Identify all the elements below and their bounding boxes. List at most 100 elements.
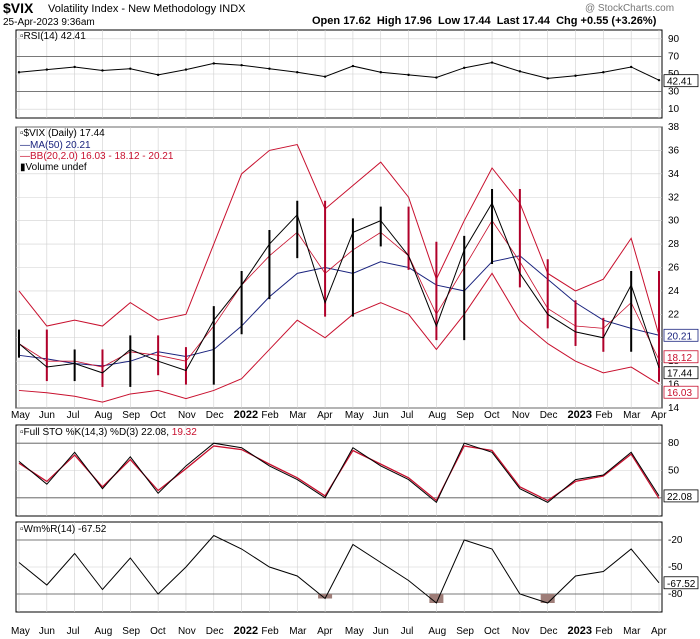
x-tick-label-bottom: Dec xyxy=(206,626,224,637)
rsi-point xyxy=(17,71,21,74)
wmr-oversold-fill xyxy=(318,594,333,599)
x-tick-label-bottom: Apr xyxy=(651,626,667,637)
rsi-y-tick: 10 xyxy=(668,104,680,115)
x-tick-label-bottom: Jun xyxy=(39,626,55,637)
volume-legend: ▮Volume undef xyxy=(20,162,87,173)
bb-mid-tag: 18.12 xyxy=(667,353,692,364)
rsi-legend: ▫RSI(14) 42.41 xyxy=(20,31,86,42)
wmr-line xyxy=(18,534,660,604)
wmr-y-tick: -80 xyxy=(668,589,683,600)
rsi-point xyxy=(129,67,132,70)
rsi-last-tag: 42.41 xyxy=(667,77,692,88)
wmr-legend: ▫Wm%R(14) -67.52 xyxy=(20,524,107,535)
rsi-point xyxy=(184,68,188,71)
rsi-point xyxy=(296,71,299,74)
wmr-last-tag-box xyxy=(663,576,699,590)
x-tick-label-bottom: Oct xyxy=(484,626,500,637)
rsi-point xyxy=(101,69,104,72)
x-tick-label: Feb xyxy=(595,410,613,421)
x-tick-label: Dec xyxy=(540,410,558,421)
wmr-y-tick: -20 xyxy=(668,535,683,546)
rsi-y-tick: 70 xyxy=(668,51,680,62)
rsi-point xyxy=(518,70,522,73)
x-tick-label-bottom: Mar xyxy=(289,626,307,637)
rsi-last-tag-box xyxy=(663,74,699,88)
price-y-tick: 34 xyxy=(668,169,680,180)
rsi-point xyxy=(379,71,382,74)
x-tick-label: Feb xyxy=(261,410,279,421)
sto-last-tag: 22.08 xyxy=(667,492,692,503)
x-tick-label: Oct xyxy=(484,410,500,421)
last-price-tag: 17.44 xyxy=(667,369,692,380)
price-y-tick: 38 xyxy=(668,122,680,133)
x-tick-label-bottom: Sep xyxy=(122,626,140,637)
rsi-point xyxy=(435,76,438,79)
symbol: $VIX xyxy=(3,0,34,16)
price-y-tick: 16 xyxy=(668,380,680,391)
x-tick-label-bottom: 2022 xyxy=(234,625,258,637)
x-tick-label: Oct xyxy=(150,410,166,421)
series-ma-50- xyxy=(18,255,660,367)
x-tick-label: Nov xyxy=(512,410,530,421)
rsi-point xyxy=(490,61,494,64)
sto-k-line xyxy=(18,442,660,504)
x-tick-label: Jul xyxy=(401,410,414,421)
rsi-point xyxy=(602,71,605,74)
bb-low-tag: 16.03 xyxy=(667,388,692,399)
bb-legend: —BB(20,2.0) 16.03 - 18.12 - 20.21 xyxy=(20,151,174,162)
x-tick-label: Mar xyxy=(289,410,307,421)
price-y-tick: 36 xyxy=(668,145,680,156)
x-tick-label: Jun xyxy=(39,410,55,421)
ma-legend: —MA(50) 20.21 xyxy=(20,140,91,151)
x-tick-label-bottom: Feb xyxy=(261,626,279,637)
bb-low-tag-box xyxy=(663,385,699,399)
rsi-y-tick: 90 xyxy=(668,34,680,45)
x-tick-label: Nov xyxy=(178,410,196,421)
series-bb-upper xyxy=(18,143,660,336)
x-tick-label: Jul xyxy=(67,410,80,421)
price-y-tick: 32 xyxy=(668,192,680,203)
x-tick-label: Dec xyxy=(206,410,224,421)
x-tick-label-bottom: Mar xyxy=(623,626,641,637)
ohlc-summary: Open 17.62 High 17.96 Low 17.44 Last 17.… xyxy=(312,15,657,27)
x-tick-label: Sep xyxy=(122,410,140,421)
rsi-line xyxy=(18,62,660,81)
x-tick-label: Aug xyxy=(428,410,446,421)
x-tick-label: May xyxy=(345,410,364,421)
rsi-point xyxy=(351,64,355,68)
x-tick-label: Jun xyxy=(373,410,389,421)
rsi-point xyxy=(45,68,49,71)
sto-y-tick: 50 xyxy=(668,466,680,477)
wmr-last-tag: -67.52 xyxy=(667,579,696,590)
ma-tag-box xyxy=(663,328,699,342)
ma-tag: 20.21 xyxy=(667,331,692,342)
rsi-y-tick: 30 xyxy=(668,87,680,98)
x-tick-label-bottom: Dec xyxy=(540,626,558,637)
rsi-point xyxy=(629,65,633,69)
x-tick-label: 2022 xyxy=(234,409,258,421)
x-tick-label-bottom: Oct xyxy=(150,626,166,637)
price-y-tick: 28 xyxy=(668,239,680,250)
rsi-point xyxy=(240,63,243,67)
x-tick-label-bottom: Nov xyxy=(178,626,196,637)
wmr-oversold-fill xyxy=(540,594,555,603)
series-bb-middle xyxy=(18,219,660,368)
x-tick-label: Apr xyxy=(317,410,333,421)
last-price-tag-box xyxy=(663,366,699,380)
price-y-tick: 14 xyxy=(668,403,680,414)
sto-last-tag-box xyxy=(663,489,699,503)
price-y-tick: 24 xyxy=(668,286,680,297)
rsi-point xyxy=(268,67,271,70)
vix-legend: ▫$VIX (Daily) 17.44 xyxy=(20,128,105,139)
x-tick-label-bottom: Sep xyxy=(456,626,474,637)
rsi-point xyxy=(323,75,327,78)
quote-date: 25-Apr-2023 9:36am xyxy=(3,17,95,28)
watermark: @ StockCharts.com xyxy=(585,3,675,14)
x-tick-label-bottom: Aug xyxy=(94,626,112,637)
x-tick-label-bottom: Apr xyxy=(317,626,333,637)
price-y-tick: 22 xyxy=(668,309,680,320)
x-tick-label: Sep xyxy=(456,410,474,421)
x-tick-label-bottom: 2023 xyxy=(568,625,592,637)
sto-y-tick: 80 xyxy=(668,438,680,449)
